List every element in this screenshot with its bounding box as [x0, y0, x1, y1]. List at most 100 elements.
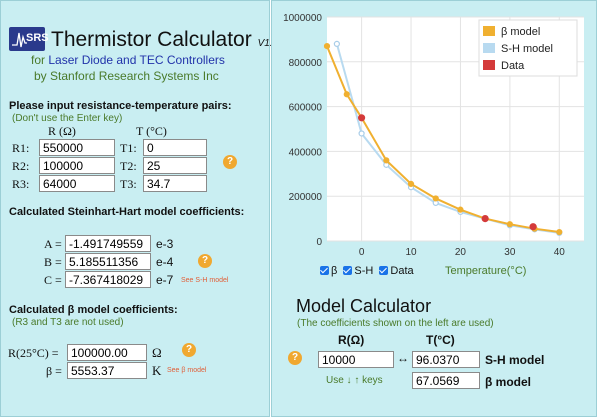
srs-logo-text: SRS	[26, 32, 49, 44]
model-sh-label: S-H model	[485, 353, 545, 367]
data-checkbox-label: Data	[390, 265, 414, 277]
series-point	[357, 114, 366, 122]
legend-label: Data	[501, 60, 525, 72]
series-point	[481, 215, 489, 223]
beta-unit: K	[152, 363, 162, 378]
series-point	[383, 157, 390, 164]
subtitle-prefix: for	[31, 53, 49, 67]
col-t-header: T (°C)	[136, 124, 167, 138]
sh-checkbox-icon	[343, 266, 353, 275]
beta-help-icon[interactable]: ?	[182, 343, 196, 357]
legend-swatch	[483, 60, 495, 70]
r3-input[interactable]	[39, 175, 115, 192]
see-beta-model-link[interactable]: See β model	[167, 367, 207, 374]
r25-input[interactable]	[67, 344, 147, 361]
series-point	[506, 221, 513, 228]
r25-unit: Ω	[152, 345, 162, 360]
beta-input[interactable]	[67, 362, 147, 379]
sh-b-input[interactable]	[65, 253, 151, 270]
y-tick-label: 200000	[289, 192, 323, 203]
model-title: Model Calculator	[296, 296, 432, 316]
chart-series	[323, 40, 563, 237]
model-r-input[interactable]	[318, 351, 394, 368]
pairs-note: (Don't use the Enter key)	[12, 113, 123, 124]
sh-b-exp: e-4	[156, 255, 174, 269]
series-point	[358, 130, 365, 137]
sh-help-icon[interactable]: ?	[198, 254, 212, 268]
sh-b-label: B =	[44, 255, 62, 269]
app-title-text: Thermistor Calculator	[51, 28, 252, 51]
beta-checkbox[interactable]: β	[320, 265, 337, 277]
chart-ticks: 0 200000 400000 600000 800000 1000000 0 10 20 30 4…	[283, 13, 565, 258]
keys-hint: Use ↓ ↑ keys	[326, 375, 383, 386]
model-sh-output	[412, 351, 480, 368]
t2-input[interactable]	[143, 157, 207, 174]
legend-swatch	[483, 26, 495, 36]
app-subtitle: for Laser Diode and TEC Controllers	[31, 53, 225, 67]
t1-input[interactable]	[143, 139, 207, 156]
legend-box	[478, 19, 578, 77]
col-r-header: R (Ω)	[48, 124, 76, 138]
srs-logo-icon	[12, 32, 27, 48]
legend-label: S-H model	[501, 43, 553, 55]
series-point	[556, 228, 563, 236]
series-point	[432, 195, 439, 202]
beta-heading: Calculated β model coefficients:	[9, 304, 178, 316]
y-tick-label: 800000	[289, 58, 323, 69]
r1-input[interactable]	[39, 139, 115, 156]
series-point	[457, 206, 464, 213]
beta-label: β =	[46, 364, 62, 378]
model-col-r: R(Ω)	[338, 333, 365, 347]
x-tick-label: 30	[504, 247, 516, 258]
model-beta-label: β model	[485, 375, 531, 389]
sh-a-input[interactable]	[65, 235, 151, 252]
srs-logo: SRS	[9, 27, 49, 51]
t1-label: T1:	[120, 141, 137, 155]
resistance-temperature-chart: 0 200000 400000 600000 800000 1000000 0 10 20 30 4…	[283, 13, 584, 258]
pairs-heading: Please input resistance-temperature pair…	[9, 100, 232, 112]
app-byline: by Stanford Research Systems Inc	[34, 69, 219, 83]
sh-checkbox-label: S-H	[354, 265, 374, 277]
data-checkbox[interactable]: Data	[379, 265, 414, 277]
data-checkbox-icon	[379, 266, 389, 275]
pairs-help-icon[interactable]: ?	[223, 155, 237, 169]
y-tick-label: 1000000	[283, 13, 322, 24]
r1-label: R1:	[12, 141, 30, 155]
x-tick-label: 10	[405, 247, 417, 258]
r3-label: R3:	[12, 177, 30, 191]
model-col-t: T(°C)	[426, 333, 455, 347]
r2-input[interactable]	[39, 157, 115, 174]
t3-input[interactable]	[143, 175, 207, 192]
model-beta-output	[412, 372, 480, 389]
sh-c-exp: e-7	[156, 273, 174, 287]
r25-label: R(25°C) =	[8, 346, 59, 360]
sh-checkbox[interactable]: S-H	[343, 265, 373, 277]
beta-note: (R3 and T3 are not used)	[12, 317, 124, 328]
app-version: V1.1	[257, 38, 279, 49]
series-point	[323, 43, 331, 50]
x-tick-label: 0	[359, 247, 365, 258]
beta-checkbox-icon	[320, 266, 329, 275]
series-point	[407, 180, 415, 187]
chart-xlabel: Temperature(°C)	[445, 265, 527, 277]
model-help-icon[interactable]: ?	[288, 351, 302, 365]
series-point	[529, 223, 537, 231]
series-point	[343, 91, 350, 98]
legend-swatch	[483, 43, 495, 53]
x-tick-label: 40	[554, 247, 566, 258]
app-title: Thermistor Calculator V1.1	[51, 28, 278, 52]
sh-c-input[interactable]	[65, 271, 151, 288]
chart-legend: β model S-H model Data	[478, 19, 578, 77]
sh-heading: Calculated Steinhart-Hart model coeffici…	[9, 206, 245, 218]
model-note: (The coefficients shown on the left are …	[297, 318, 494, 329]
see-sh-model-link[interactable]: See S-H model	[181, 277, 229, 284]
subtitle-link[interactable]: Laser Diode and TEC Controllers	[48, 53, 225, 67]
t3-label: T3:	[120, 177, 137, 191]
legend-label: β model	[501, 26, 540, 38]
t2-label: T2:	[120, 159, 137, 173]
sh-c-label: C =	[44, 273, 62, 287]
series-point	[333, 40, 340, 47]
convert-arrow-icon: ↔	[397, 351, 409, 365]
x-tick-label: 20	[455, 247, 467, 258]
r2-label: R2:	[12, 159, 30, 173]
